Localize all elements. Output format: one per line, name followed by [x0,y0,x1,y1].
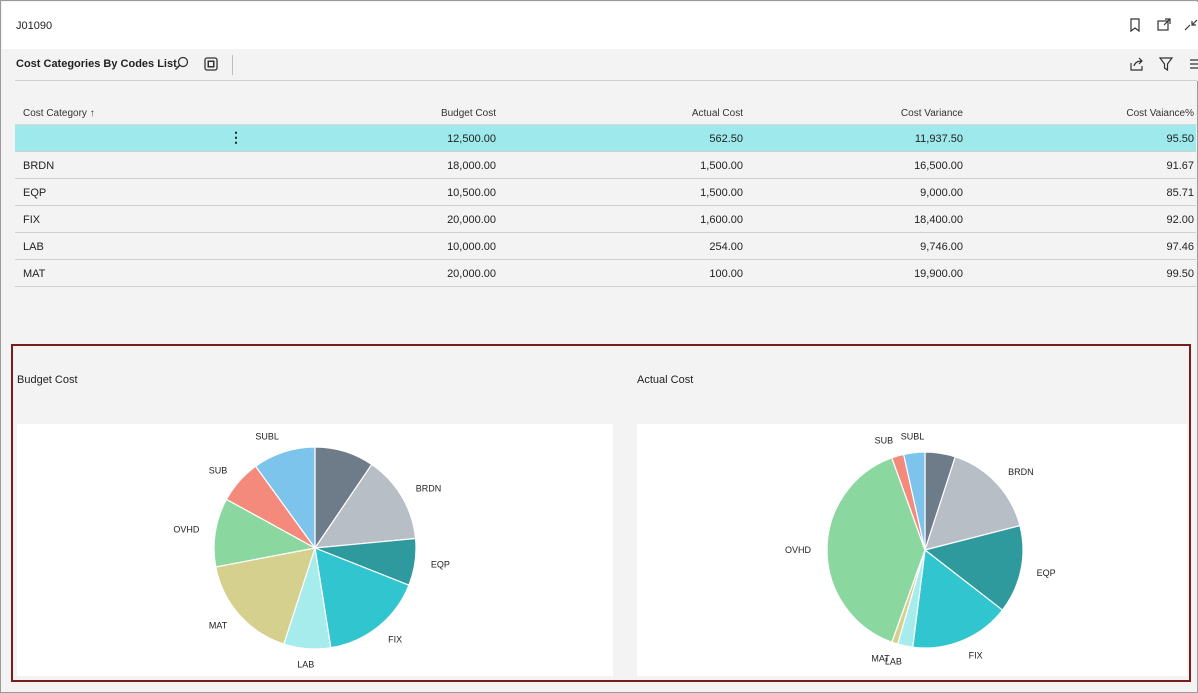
cell-cost-variance-pct: 99.50 [1166,268,1194,280]
pie-label-subl: SUBL [255,432,279,442]
cell-actual-cost: 1,600.00 [700,214,743,226]
pie-label-ovhd: OVHD [173,525,200,535]
budget-chart-title: Budget Cost [17,374,78,386]
view-layout-icon[interactable] [203,56,219,72]
list-options-icon[interactable] [1187,56,1198,72]
list-toolbar: Cost Categories By Codes List [2,49,1198,81]
pie-slice-fix[interactable] [314,547,410,649]
table-header: Cost Category ↑ Budget Cost Actual Cost … [15,99,1196,125]
cell-budget-cost: 10,000.00 [447,241,496,253]
pie-label-lab: LAB [297,660,314,670]
share-icon[interactable] [1129,56,1145,72]
column-header-cost-variance[interactable]: Cost Variance [900,108,963,119]
pie-slice-subl[interactable] [902,451,926,551]
toolbar-divider [232,55,233,75]
cell-cost-variance: 11,937.50 [914,133,963,145]
cell-budget-cost: 18,000.00 [447,160,496,172]
pie-label-lab: LAB [885,657,902,667]
open-new-window-icon[interactable] [1156,17,1171,33]
pie-label-eqp: EQP [1037,568,1056,578]
pie-label-brdn: BRDN [416,483,442,493]
cell-cost-variance-pct: 92.00 [1166,214,1194,226]
cell-actual-cost: 562.50 [709,133,743,145]
list-title: Cost Categories By Codes List [16,58,177,70]
pie-slice-subl[interactable] [254,446,316,550]
table-row[interactable]: MAT 20,000.00 100.00 19,900.00 99.50 [15,260,1196,287]
cell-cost-variance: 19,900.00 [914,268,963,280]
budget-cost-pie-chart: BRDN EQP FIX LAB MAT OVHD SUB SUBL [173,432,450,670]
actual-chart-title: Actual Cost [637,374,694,386]
cell-cost-variance: 16,500.00 [914,160,963,172]
pie-slice-mat[interactable] [215,547,316,645]
record-header: J01090 [2,2,1198,49]
pie-slice-eqp[interactable] [923,524,1024,611]
pie-label-brdn: BRDN [1008,467,1034,477]
pie-label-fix: FIX [388,634,402,644]
cell-cost-variance-pct: 97.46 [1166,241,1194,253]
cell-cost-variance-pct: 91.67 [1166,160,1194,172]
table-row[interactable]: EQP 10,500.00 1,500.00 9,000.00 85.71 [15,179,1196,206]
table-row[interactable]: LAB 10,000.00 254.00 9,746.00 97.46 [15,233,1196,260]
charts-panel: Budget Cost Actual Cost BRDN EQP FIX LAB MAT… [11,344,1191,682]
cell-cost-variance: 9,000.00 [920,187,963,199]
pie-label-sub: SUB [875,436,894,446]
budget-chart-area: BRDN EQP FIX LAB MAT OVHD SUB SUBL [17,424,613,676]
pie-slice-brdn[interactable] [924,456,1021,551]
cell-cost-variance-pct: 85.71 [1166,187,1194,199]
bookmark-icon[interactable] [1128,17,1142,33]
actual-chart-area: BRDN EQP FIX LAB MAT OVHD SUB SUBL [637,424,1187,676]
cell-actual-cost: 1,500.00 [700,160,743,172]
record-id: J01090 [16,20,53,32]
pie-label-sub: SUB [209,466,228,476]
filter-icon[interactable] [1158,56,1174,72]
header-actions [1128,17,1198,33]
row-actions-menu-icon[interactable]: ⋮ [229,129,243,145]
toolbar-underline [15,80,1197,81]
cost-categories-table: Cost Category ↑ Budget Cost Actual Cost … [15,99,1196,287]
cell-budget-cost: 20,000.00 [447,268,496,280]
cell-category: BRDN [23,160,55,172]
cell-cost-variance: 9,746.00 [920,241,963,253]
cell-category: MAT [23,268,46,280]
cell-category: FIX [23,214,41,226]
column-header-budget-cost[interactable]: Budget Cost [440,108,496,119]
cell-category: LAB [23,241,44,253]
column-header-actual-cost[interactable]: Actual Cost [691,108,743,119]
cell-actual-cost: 1,500.00 [700,187,743,199]
pie-label-fix: FIX [969,650,983,660]
cell-actual-cost: 254.00 [709,241,743,253]
cell-actual-cost: 100.00 [709,268,743,280]
column-header-cost-category[interactable]: Cost Category ↑ [23,108,95,119]
collapse-icon[interactable] [1184,17,1198,33]
cell-budget-cost: 12,500.00 [447,133,496,145]
column-header-cost-variance-pct[interactable]: Cost Vaiance% [1126,108,1194,119]
search-icon[interactable] [174,56,190,72]
cell-cost-variance-pct: 95.50 [1166,133,1194,145]
pie-slice-ovhd[interactable] [826,457,926,643]
pie-slice-brdn[interactable] [313,463,417,549]
pie-label-eqp: EQP [431,559,450,569]
cell-budget-cost: 10,500.00 [447,187,496,199]
table-row[interactable]: FIX 20,000.00 1,600.00 18,400.00 92.00 [15,206,1196,233]
pie-slice-fix[interactable] [912,548,1004,649]
pie-label-mat: MAT [871,653,890,663]
table-row[interactable]: ⋮ 12,500.00 562.50 11,937.50 95.50 [15,125,1196,152]
pie-label-ovhd: OVHD [785,545,812,555]
pie-label-subl: SUBL [901,432,925,442]
table-row[interactable]: BRDN 18,000.00 1,500.00 16,500.00 91.67 [15,152,1196,179]
cell-budget-cost: 20,000.00 [447,214,496,226]
cell-cost-variance: 18,400.00 [914,214,963,226]
pie-slice-ovhd[interactable] [213,498,317,568]
cell-category: EQP [23,187,47,199]
pie-label-mat: MAT [209,620,228,630]
